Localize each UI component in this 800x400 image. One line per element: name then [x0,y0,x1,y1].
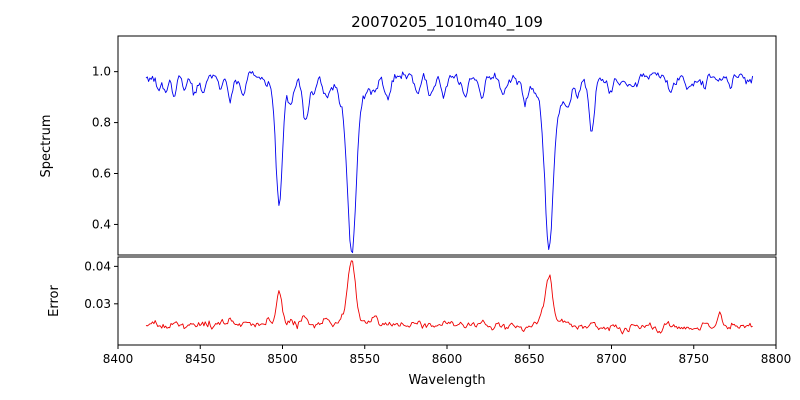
spectrum-y-axis-label: Spectrum [39,115,54,178]
svg-text:8500: 8500 [267,352,298,366]
svg-text:1.0: 1.0 [92,65,111,79]
svg-text:8650: 8650 [514,352,545,366]
svg-text:8750: 8750 [678,352,709,366]
svg-text:8450: 8450 [185,352,216,366]
svg-text:8700: 8700 [596,352,627,366]
svg-text:0.8: 0.8 [92,116,111,130]
svg-text:8600: 8600 [432,352,463,366]
spectrum-line [145,71,754,254]
chart-title: 20070205_1010m40_109 [351,13,543,32]
svg-text:0.03: 0.03 [84,297,111,311]
error-line [145,260,753,335]
x-axis-label: Wavelength [408,373,485,388]
error-y-axis-label: Error [47,285,62,317]
plot-area: 0.4 0.6 0.8 1.0 0.03 0.04 8400 8450 8500 8550 8600… [84,35,792,366]
svg-text:8400: 8400 [103,352,134,366]
svg-text:0.6: 0.6 [92,167,111,181]
svg-text:0.4: 0.4 [92,217,111,231]
svg-text:0.04: 0.04 [84,259,111,273]
svg-text:8800: 8800 [761,352,792,366]
svg-text:8550: 8550 [349,352,380,366]
